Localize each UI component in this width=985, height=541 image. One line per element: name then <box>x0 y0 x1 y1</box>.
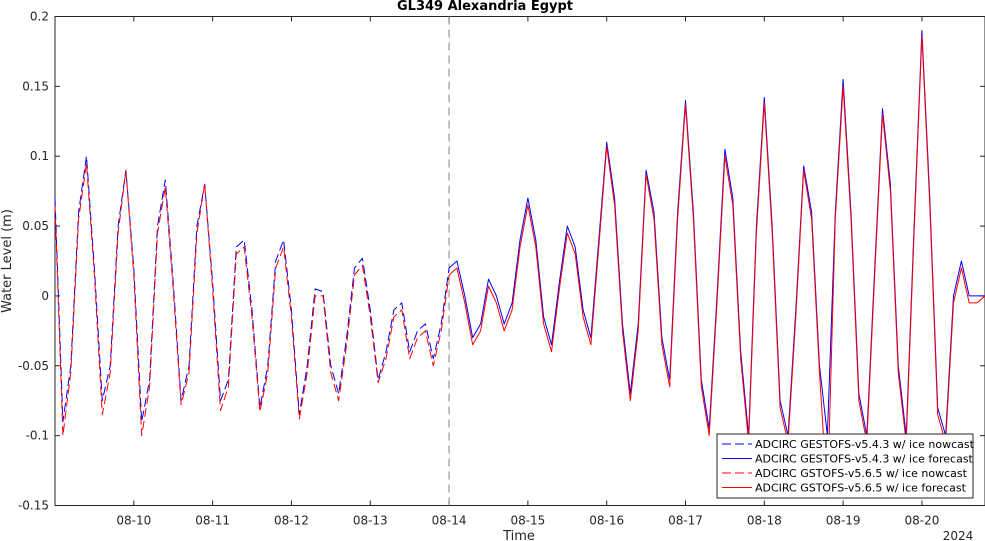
y-axis-label: Water Level (m) <box>0 209 15 313</box>
y-tick-label: 0.15 <box>22 79 49 93</box>
series-group <box>54 30 985 499</box>
series-line-3 <box>54 162 450 437</box>
y-tick-label: -0.15 <box>18 499 49 513</box>
x-tick-label: 08-13 <box>353 514 388 528</box>
y-tick-label: -0.05 <box>18 359 49 373</box>
x-tick-label: 08-20 <box>905 514 940 528</box>
x-tick-label: 08-18 <box>747 514 782 528</box>
series-line-4 <box>448 35 985 499</box>
legend-box <box>716 433 974 499</box>
y-tick-label: -0.1 <box>26 429 49 443</box>
x-axis: 08-10 08-11 08-12 08-13 08-14 08-15 08-16 08-17… <box>116 16 940 528</box>
y-tick-label: 0.1 <box>30 149 49 163</box>
legend-label: ADCIRC GESTOFS-v5.4.3 w/ ice forecast <box>755 453 974 466</box>
legend: ADCIRC GESTOFS-v5.4.3 w/ ice nowcast ADCI… <box>716 433 975 499</box>
x-tick-label: 08-16 <box>589 514 624 528</box>
x-tick-label: 08-14 <box>432 514 467 528</box>
x-tick-label: 08-12 <box>274 514 309 528</box>
legend-label: ADCIRC GESTOFS-v5.4.3 w/ ice nowcast <box>755 438 975 451</box>
year-label: 2024 <box>943 529 974 541</box>
y-tick-label: 0.2 <box>30 10 49 24</box>
plot-frame <box>54 16 985 506</box>
y-axis: 0.2 0.15 0.1 0.05 0 -0.05 -0.1 -0.15 <box>18 10 985 513</box>
y-tick-label: 0 <box>41 289 49 303</box>
y-tick-label: 0.05 <box>22 219 49 233</box>
x-tick-label: 08-15 <box>510 514 545 528</box>
x-axis-label: Time <box>502 529 535 541</box>
x-tick-label: 08-10 <box>116 514 151 528</box>
legend-label: ADCIRC GSTOFS-v5.6.5 w/ ice forecast <box>755 482 967 495</box>
x-tick-label: 08-19 <box>826 514 861 528</box>
chart-title: GL349 Alexandria Egypt <box>397 0 573 14</box>
legend-label: ADCIRC GSTOFS-v5.6.5 w/ ice nowcast <box>755 467 968 480</box>
x-tick-label: 08-17 <box>668 514 703 528</box>
x-tick-label: 08-11 <box>195 514 230 528</box>
series-line-1 <box>54 155 450 423</box>
series-line-2 <box>448 30 985 437</box>
